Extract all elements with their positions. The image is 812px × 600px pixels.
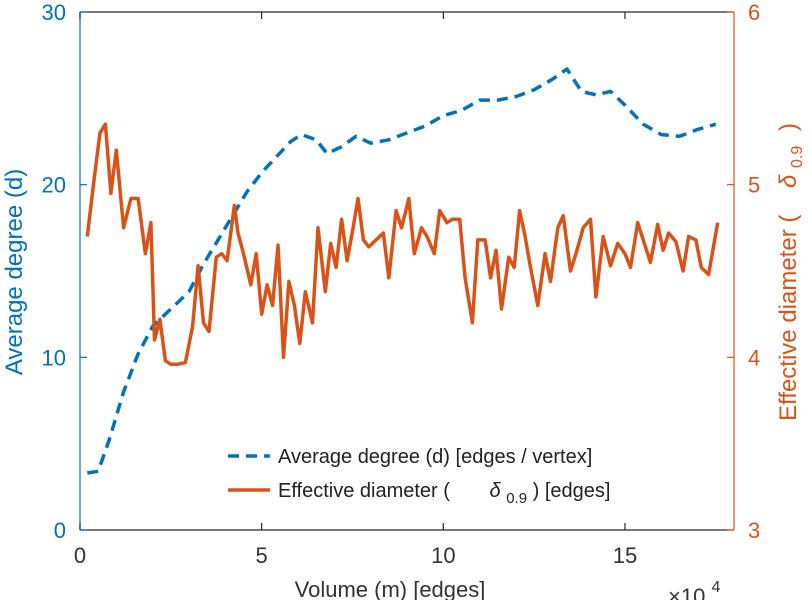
x-tick-label: 5 [256, 543, 268, 568]
y-tick-label-left: 0 [54, 518, 66, 543]
x-axis-label: Volume (m) [edges] [295, 577, 486, 600]
y-tick-label-right: 3 [748, 518, 760, 543]
legend-label-average-degree: Average degree (d) [edges / vertex] [278, 446, 592, 468]
legend-label-effective-diameter-symbol: δ [490, 480, 502, 502]
svg-text:Effective diameter ( δ: Effective diameter ( δ 0.9 ) [775, 123, 808, 421]
y-axis-label-right-symbol: δ [775, 174, 802, 188]
y-axis-label-right: Effective diameter ( δ 0.9 ) [775, 123, 808, 421]
y-tick-label-left: 20 [42, 173, 66, 198]
legend-label-effective-diameter-after: ) [edges] [533, 480, 611, 502]
y-tick-label-right: 5 [748, 173, 760, 198]
axes-layer: 0 5 10 15 0 10 20 30 3 4 5 6 [42, 0, 761, 568]
x-axis-exponent-power: 4 [711, 579, 720, 596]
series-line-average-degree [87, 67, 717, 475]
x-axis-exponent-base: ×10 [668, 584, 705, 600]
x-axis-exponent: ×10 4 [668, 579, 720, 600]
y-tick-label-right: 6 [748, 0, 760, 25]
svg-text:×10 4: ×10 4 [668, 579, 720, 600]
y-axis-label-right-subscript: 0.9 [789, 146, 806, 168]
y-tick-label-right: 4 [748, 345, 760, 370]
y-axis-label-left: Average degree (d) [1, 169, 28, 375]
legend-label-effective-diameter-subscript: 0.9 [506, 490, 527, 507]
legend: Average degree (d) [edges / vertex] Effe… [228, 446, 610, 508]
x-tick-label: 0 [74, 543, 86, 568]
legend-label-effective-diameter-text: Effective diameter ( [278, 480, 450, 502]
svg-text:Effective diameter ( δ: Effective diameter ( δ 0.9 ) [edges] [278, 480, 610, 508]
series-layer [85, 67, 720, 475]
y-tick-label-left: 10 [42, 345, 66, 370]
y-axis-label-right-close: ) [775, 123, 802, 131]
series-line-effective-diameter [85, 122, 720, 366]
y-tick-label-left: 30 [42, 0, 66, 25]
y-axis-label-right-text: Effective diameter ( [775, 215, 802, 421]
x-tick-label: 10 [431, 543, 455, 568]
x-tick-label: 15 [613, 543, 637, 568]
